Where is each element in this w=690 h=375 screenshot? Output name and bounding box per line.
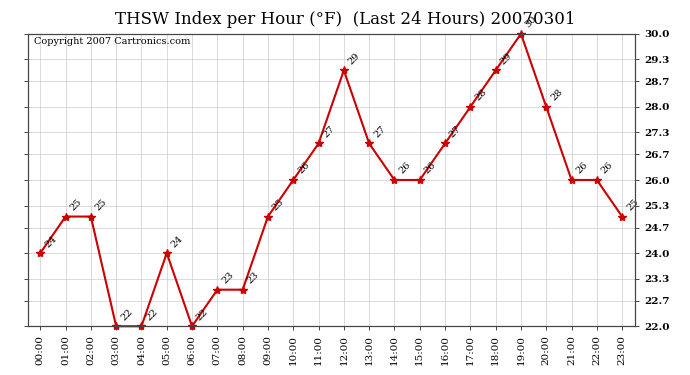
Text: THSW Index per Hour (°F)  (Last 24 Hours) 20070301: THSW Index per Hour (°F) (Last 24 Hours)… xyxy=(115,11,575,28)
Text: 27: 27 xyxy=(322,124,337,139)
Text: 22: 22 xyxy=(195,307,210,322)
Text: 27: 27 xyxy=(448,124,463,139)
Text: 28: 28 xyxy=(473,88,489,103)
Text: 26: 26 xyxy=(574,161,589,176)
Text: Copyright 2007 Cartronics.com: Copyright 2007 Cartronics.com xyxy=(34,37,190,46)
Text: 25: 25 xyxy=(94,197,109,212)
Text: 26: 26 xyxy=(422,161,437,176)
Text: 24: 24 xyxy=(43,234,58,249)
Text: 28: 28 xyxy=(549,88,564,103)
Text: 24: 24 xyxy=(170,234,185,249)
Text: 26: 26 xyxy=(296,161,311,176)
Text: 30: 30 xyxy=(524,15,539,30)
Text: 23: 23 xyxy=(246,270,261,285)
Text: 23: 23 xyxy=(220,270,235,285)
Text: 22: 22 xyxy=(119,307,134,322)
Text: 29: 29 xyxy=(498,51,513,66)
Text: 25: 25 xyxy=(625,197,640,212)
Text: 25: 25 xyxy=(270,197,286,212)
Text: 29: 29 xyxy=(346,51,362,66)
Text: 26: 26 xyxy=(397,161,413,176)
Text: 26: 26 xyxy=(600,161,615,176)
Text: 25: 25 xyxy=(68,197,83,212)
Text: 27: 27 xyxy=(372,124,387,139)
Text: 22: 22 xyxy=(144,307,159,322)
